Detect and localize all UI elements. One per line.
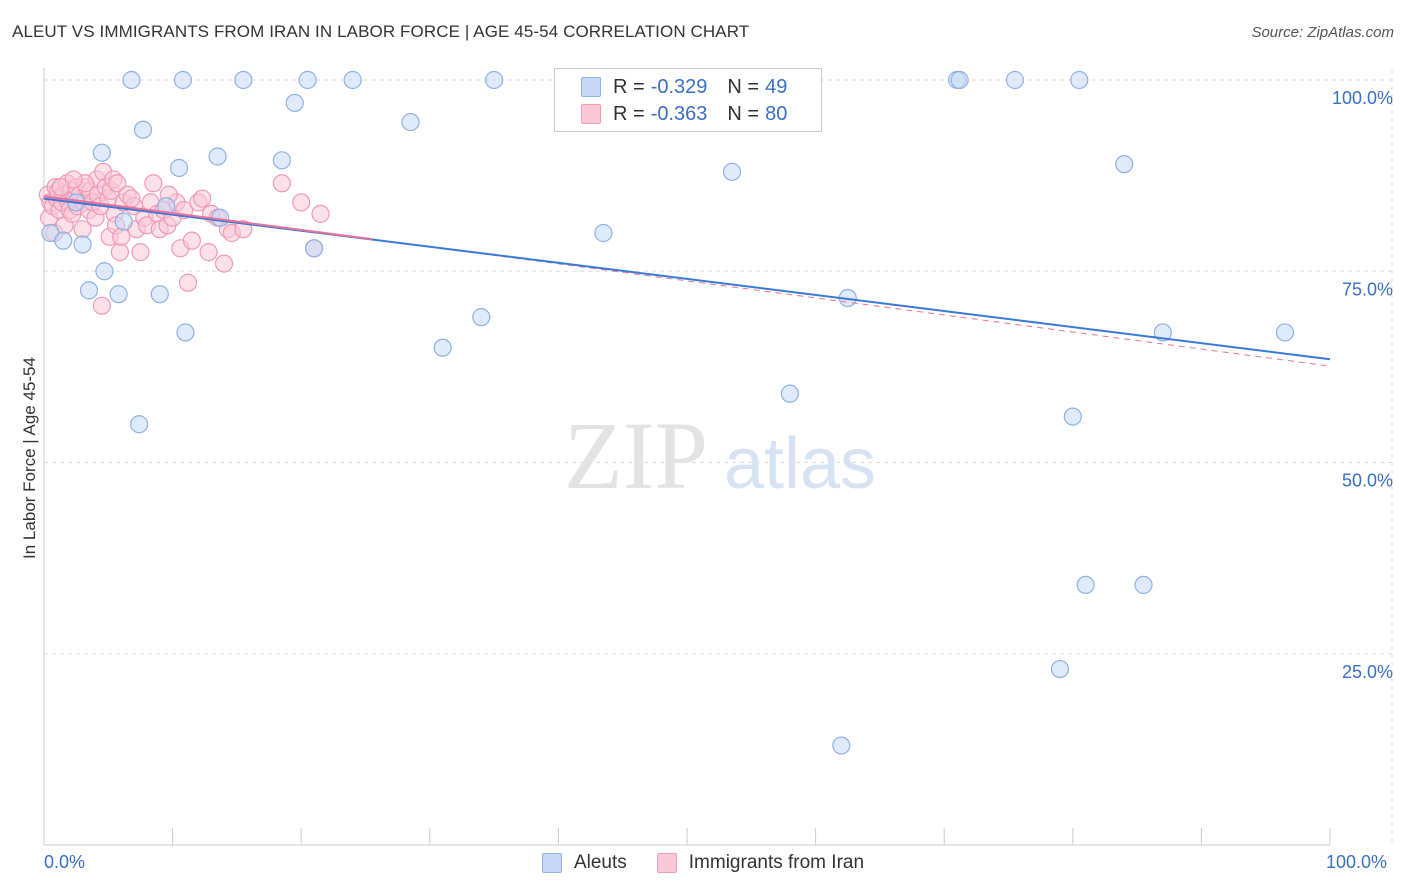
chart-title: ALEUT VS IMMIGRANTS FROM IRAN IN LABOR F… [12, 22, 750, 41]
data-point [130, 415, 149, 434]
data-point [110, 243, 129, 262]
data-point [114, 212, 133, 231]
correlation-legend: R = -0.329 N = 49 R = -0.363 N = 80 [554, 68, 822, 132]
data-point [433, 338, 452, 357]
series-legend-label: Aleuts [573, 852, 627, 873]
data-point [92, 296, 111, 315]
data-point [122, 189, 141, 208]
data-point [298, 70, 317, 90]
data-point [594, 223, 613, 243]
y-tick-label: 25.0% [1342, 662, 1393, 682]
data-point [79, 281, 99, 300]
data-point [178, 273, 198, 292]
data-point [272, 174, 292, 193]
data-point [285, 93, 304, 113]
data-point [169, 158, 189, 178]
data-point [1076, 575, 1095, 595]
x-tick-label-max: 100.0% [1326, 852, 1388, 872]
data-point [92, 143, 111, 162]
data-point [343, 70, 362, 90]
legend-row-iran: R = -0.363 N = 80 [581, 102, 787, 126]
data-point [214, 254, 234, 273]
data-point [108, 174, 127, 193]
data-point [485, 70, 504, 90]
legend-n-label: N = [727, 102, 760, 125]
data-point [401, 112, 420, 132]
series-legend: Aleuts Immigrants from Iran [0, 852, 1406, 874]
data-point [472, 308, 491, 327]
grid-lines [44, 70, 1393, 845]
legend-swatch-iran [581, 104, 601, 124]
data-point [109, 285, 128, 304]
data-point [1275, 323, 1295, 342]
series-aleuts-points [41, 70, 1295, 755]
data-point [722, 162, 742, 181]
data-point [199, 243, 218, 262]
trend-line-aleuts [43, 197, 1331, 361]
data-point [1063, 407, 1082, 426]
legend-n-value: 49 [765, 75, 788, 98]
data-point [73, 235, 92, 254]
series-legend-aleuts: Aleuts [541, 852, 627, 874]
legend-n-label: N = [727, 75, 760, 98]
data-point [1153, 323, 1172, 342]
data-point [832, 736, 851, 755]
data-point [176, 323, 195, 342]
data-point [1115, 155, 1134, 174]
data-point [193, 189, 212, 208]
data-point [304, 239, 324, 258]
data-point [1005, 70, 1025, 90]
legend-r-value: -0.329 [650, 75, 708, 98]
data-point [95, 262, 114, 281]
y-tick-label: 50.0% [1342, 471, 1393, 491]
y-tick-label: 75.0% [1342, 279, 1393, 299]
series-legend-swatch-iran [656, 853, 677, 873]
data-point [122, 70, 141, 90]
y-tick-labels: 100.0% 75.0% 50.0% 25.0% [1332, 88, 1393, 682]
data-point [234, 70, 253, 90]
data-point [272, 151, 292, 170]
legend-r-label: R = [613, 75, 645, 98]
series-legend-label: Immigrants from Iran [688, 852, 865, 873]
legend-row-aleuts: R = -0.329 N = 49 [581, 75, 787, 99]
data-point [54, 231, 73, 250]
source-label: Source: ZipAtlas.com [1251, 24, 1394, 41]
data-point [292, 193, 311, 212]
data-point [144, 174, 163, 193]
series-legend-iran: Immigrants from Iran [656, 852, 865, 874]
watermark-atlas: atlas [724, 424, 876, 504]
data-point [1070, 70, 1089, 90]
trend-line-iran-extended [371, 238, 1331, 367]
data-point [131, 243, 150, 262]
data-point [780, 384, 799, 403]
legend-swatch-aleuts [581, 77, 601, 97]
y-tick-label: 100.0% [1332, 88, 1393, 108]
data-point [150, 285, 169, 304]
watermark: ZIP atlas [564, 402, 876, 509]
legend-r-value: -0.363 [650, 102, 708, 125]
legend-r-label: R = [613, 102, 645, 125]
data-point [208, 147, 227, 166]
x-tick-label-min: 0.0% [44, 852, 86, 872]
series-legend-swatch-aleuts [541, 853, 562, 873]
axes [43, 68, 1331, 846]
data-point [1134, 575, 1153, 595]
data-point [133, 120, 153, 139]
legend-n-value: 80 [765, 102, 788, 125]
data-point [1050, 659, 1070, 679]
data-point [112, 227, 131, 246]
watermark-zip: ZIP [564, 402, 708, 509]
data-point [51, 178, 70, 197]
data-point [173, 70, 192, 90]
data-point [311, 204, 330, 223]
data-point [182, 231, 201, 250]
trend-line-iran [43, 195, 373, 241]
data-point [950, 70, 969, 90]
trend-lines [43, 195, 1331, 367]
